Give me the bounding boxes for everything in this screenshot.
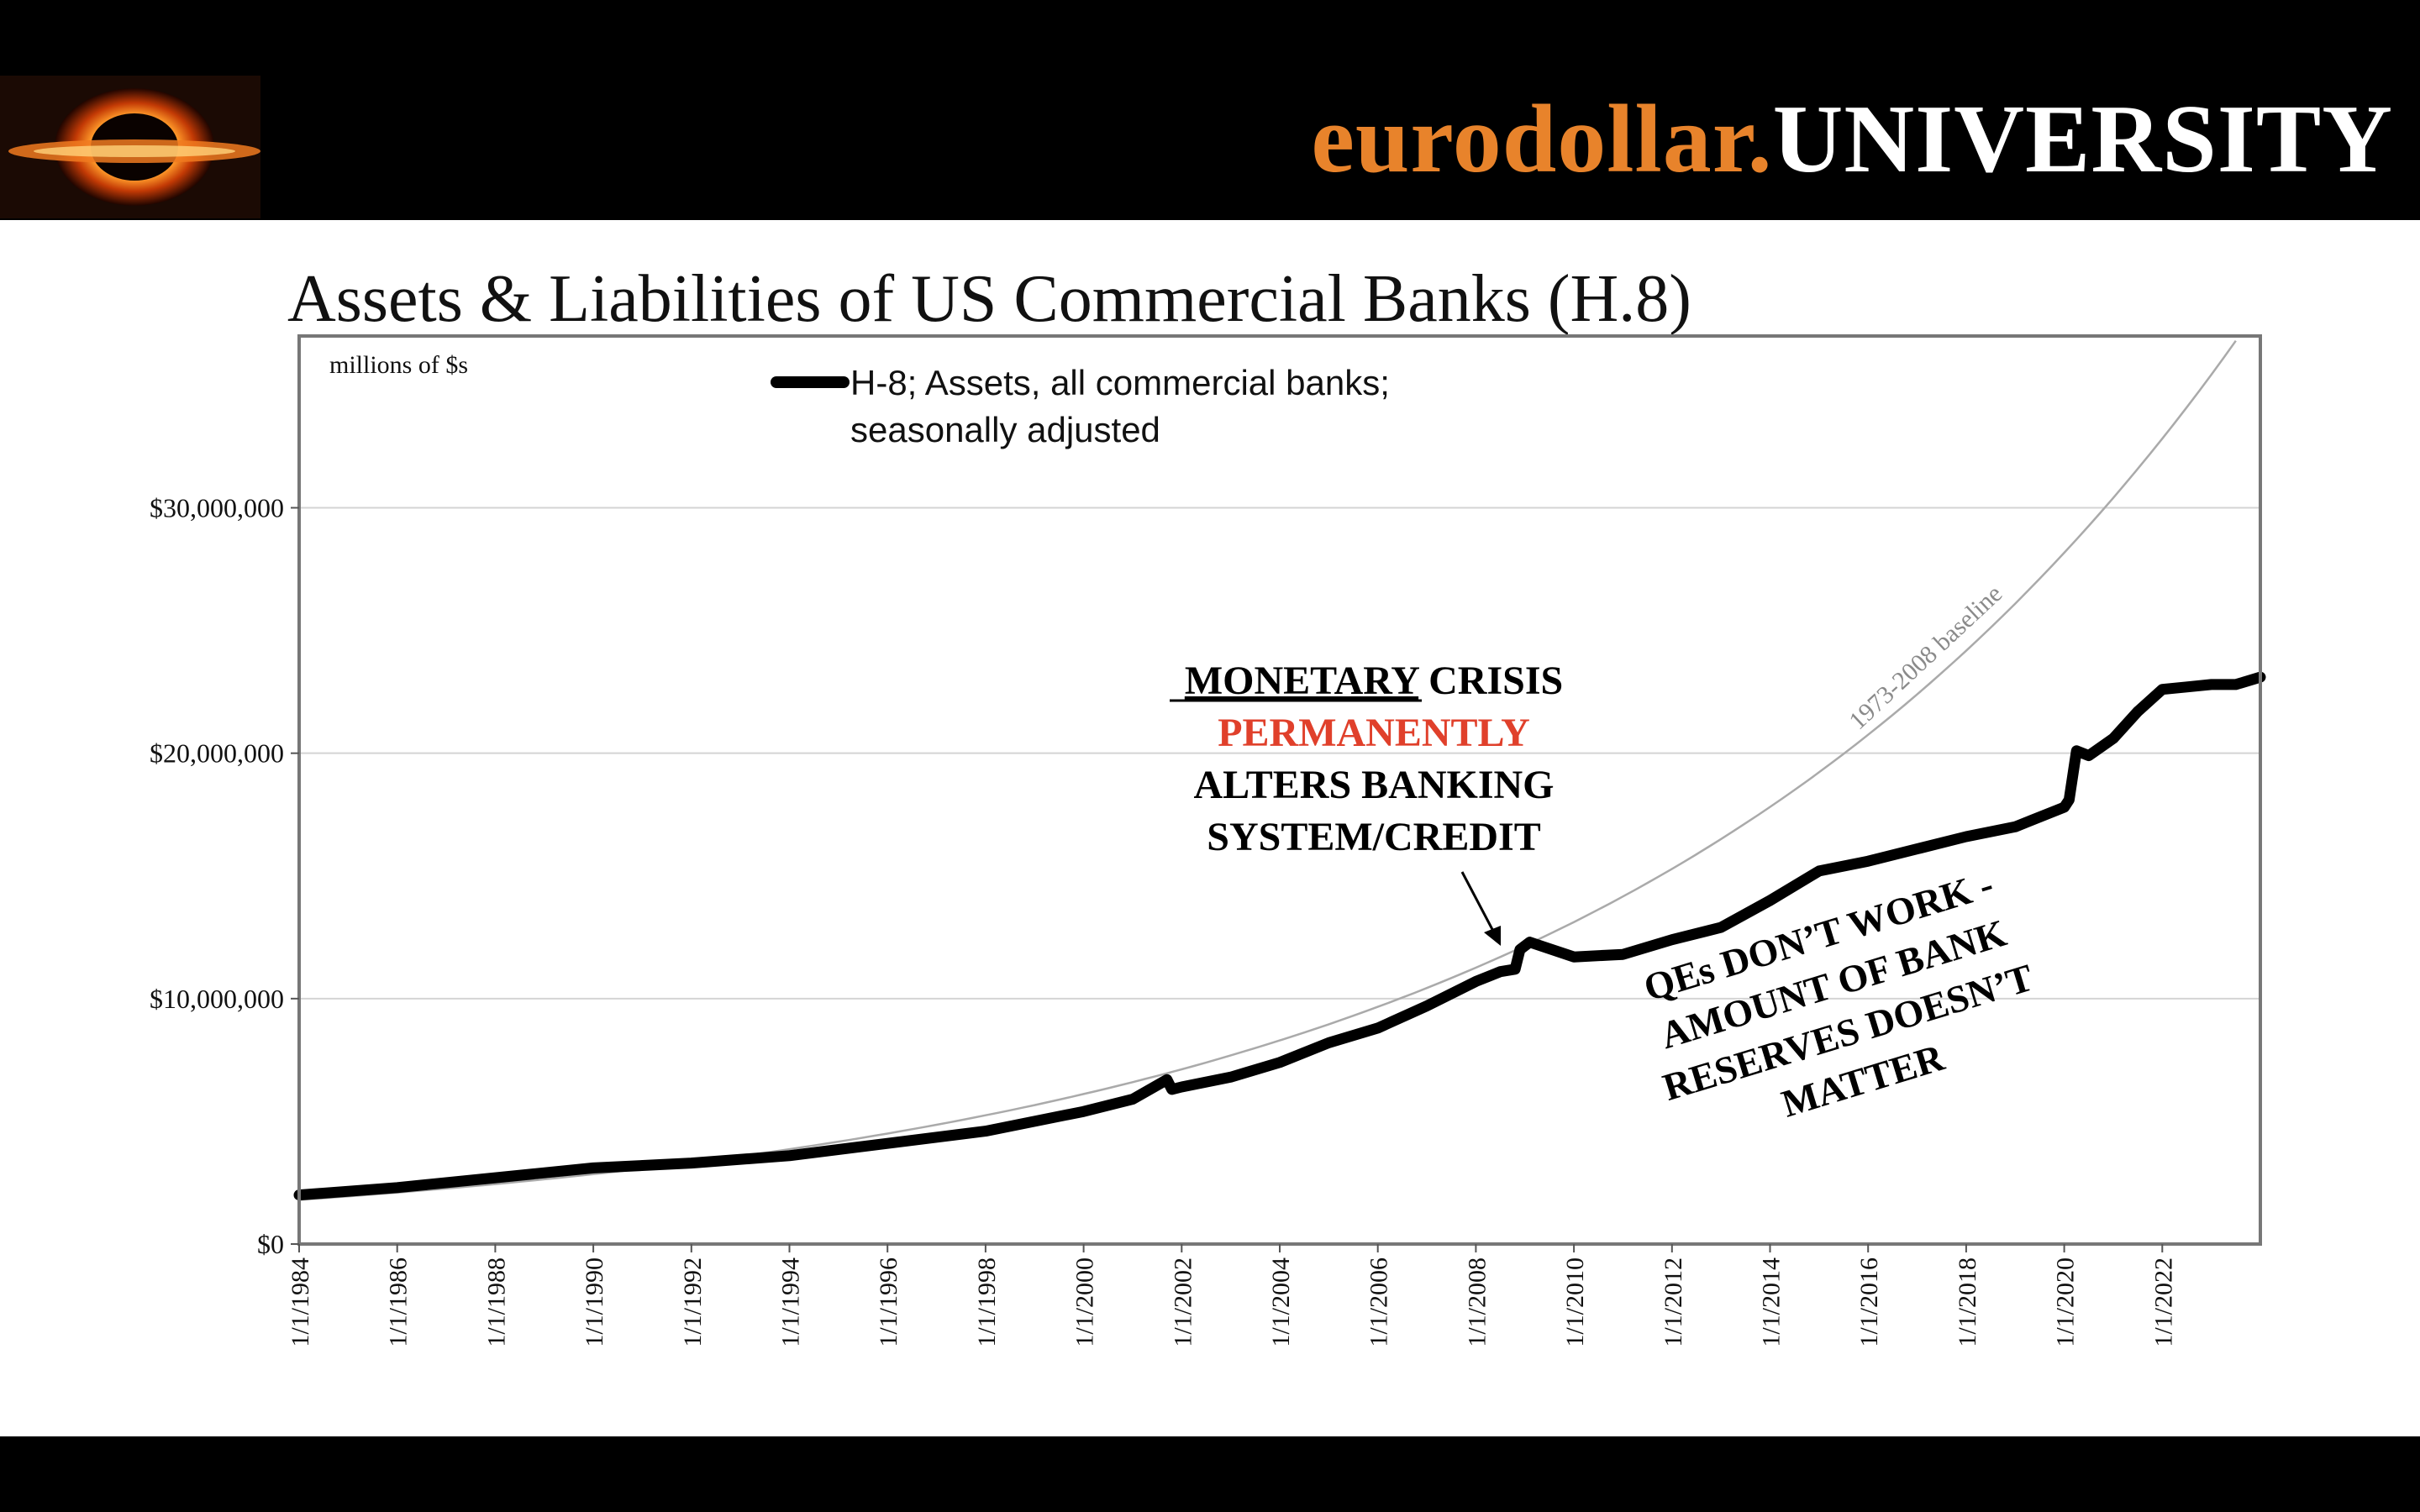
crisis-annotation-line3: ALTERS BANKING: [1193, 763, 1554, 807]
y-tick-label: $20,000,000: [150, 738, 284, 769]
brand-part-university: UNIVERSITY: [1772, 86, 2393, 193]
baseline-label: 1973-2008 baseline: [1844, 580, 2007, 735]
grid-lines: [299, 507, 2260, 1000]
crisis-annotation-line1: MONETARY CRISIS: [1185, 659, 1563, 703]
brand-wordmark: eurodollar.UNIVERSITY: [1311, 81, 2393, 198]
x-tick-label: 1/1/1998: [973, 1257, 1001, 1347]
series-lines: [293, 671, 2266, 1201]
x-tick-label: 1/1/2010: [1561, 1257, 1589, 1347]
chart-title: Assets & Liabilities of US Commercial Ba…: [287, 262, 1691, 336]
brand-part-eurodollar: eurodollar.: [1311, 86, 1773, 193]
x-tick-label: 1/1/1986: [385, 1257, 413, 1347]
crisis-arrow: [1460, 871, 1497, 937]
x-tick-label: 1/1/2018: [1954, 1257, 1981, 1347]
x-tick-label: 1/1/2002: [1169, 1257, 1197, 1347]
orange-ring-logo-icon: [0, 76, 260, 218]
x-tick-label: 1/1/1990: [581, 1257, 608, 1347]
x-tick-label: 1/1/1988: [482, 1257, 510, 1347]
x-tick-label: 1/1/2020: [2052, 1257, 2080, 1347]
crisis-arrowhead: [1484, 926, 1501, 946]
unit-label: millions of $s: [329, 351, 468, 379]
y-tick-label: $30,000,000: [150, 493, 284, 523]
crisis-annotation-line4: SYSTEM/CREDIT: [1207, 815, 1540, 859]
x-tick-label: 1/1/2000: [1071, 1257, 1099, 1347]
x-tick-label: 1/1/2014: [1758, 1257, 1786, 1347]
legend-label-line2: seasonally adjusted: [850, 410, 1160, 449]
series-line: [293, 671, 2266, 1201]
x-tick-label: 1/1/1984: [287, 1257, 314, 1347]
x-tick-label: 1/1/2006: [1365, 1257, 1393, 1347]
x-axis-ticks: 1/1/1984 1/1/1986 1/1/1988 1/1/1990 1/1/1992…: [287, 1244, 2177, 1347]
crisis-annotation-monetary: MONETARY: [1185, 659, 1419, 703]
crisis-annotation: MONETARY CRISIS PERMANENTLY ALTERS BANKI…: [1170, 659, 1563, 946]
crisis-annotation-line2: PERMANENTLY: [1218, 711, 1530, 755]
crisis-annotation-crisis: CRISIS: [1418, 659, 1563, 703]
x-tick-label: 1/1/2012: [1660, 1257, 1687, 1347]
footer-bar: [0, 1436, 2420, 1512]
y-tick-label: $0: [257, 1229, 284, 1259]
x-tick-label: 1/1/2008: [1463, 1257, 1491, 1347]
header-bar: eurodollar.UNIVERSITY: [0, 0, 2420, 220]
x-tick-label: 1/1/2004: [1267, 1257, 1295, 1347]
x-tick-label: 1/1/2016: [1855, 1257, 1883, 1347]
qe-annotation: QEs DON’T WORK - AMOUNT OF BANK RESERVES…: [1639, 863, 2038, 1126]
legend-label-line1: H-8; Assets, all commercial banks;: [850, 363, 1390, 402]
x-tick-label: 1/1/1994: [777, 1257, 805, 1347]
x-tick-label: 1/1/1996: [875, 1257, 902, 1347]
y-tick-label: $10,000,000: [150, 984, 284, 1014]
y-axis-ticks: $0 $10,000,000 $20,000,000 $30,000,000: [150, 493, 299, 1259]
x-tick-label: 1/1/2022: [2149, 1257, 2177, 1347]
x-tick-label: 1/1/1992: [679, 1257, 707, 1347]
